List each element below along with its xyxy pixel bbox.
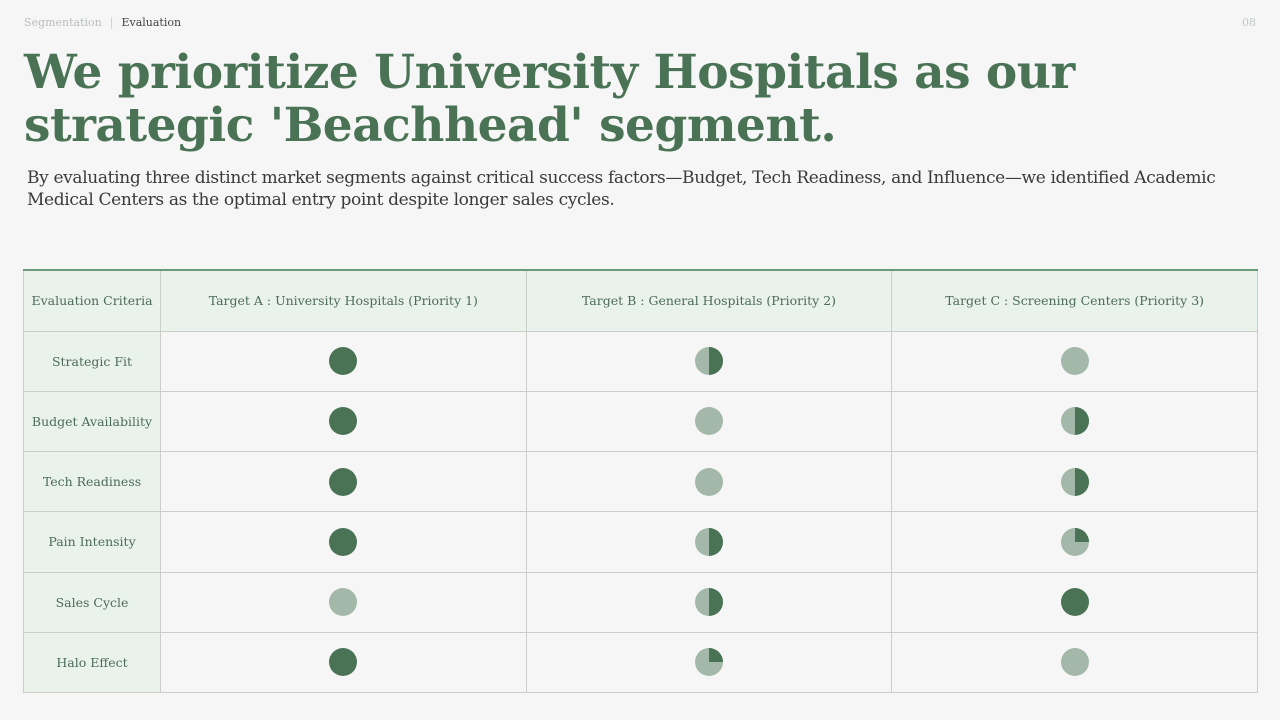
score-cell	[160, 330, 527, 392]
header-row: Evaluation Criteria Target A : Universit…	[23, 269, 1258, 332]
score-cell	[525, 631, 893, 694]
top-bar: Segmentation | Evaluation 08	[24, 16, 1256, 30]
score-cell	[160, 390, 527, 453]
score-cell	[891, 330, 1258, 392]
score-cell	[160, 631, 527, 694]
harvey-ball-icon	[1060, 467, 1089, 496]
breadcrumb-item-evaluation: Evaluation	[121, 16, 182, 29]
score-cell	[891, 450, 1258, 513]
harvey-ball-icon	[329, 648, 358, 677]
table-row: Strategic Fit	[23, 330, 1258, 392]
score-cell	[525, 511, 893, 573]
harvey-ball-icon	[1060, 407, 1089, 436]
page-number: 08	[1242, 16, 1256, 29]
score-cell	[160, 450, 527, 513]
score-cell	[525, 330, 893, 392]
header-evaluation-criteria: Evaluation Criteria	[23, 269, 161, 332]
table-row: Halo Effect	[23, 631, 1258, 694]
score-cell	[891, 390, 1258, 453]
harvey-ball-icon	[694, 588, 723, 617]
criterion-label-tech-readiness: Tech Readiness	[23, 450, 161, 513]
harvey-ball-icon	[329, 347, 358, 376]
criterion-label-budget-availability: Budget Availability	[23, 390, 161, 453]
harvey-ball-icon	[694, 347, 723, 376]
score-cell	[525, 390, 893, 453]
score-cell	[891, 511, 1258, 573]
criterion-label-strategic-fit: Strategic Fit	[23, 330, 161, 392]
table-row: Budget Availability	[23, 390, 1258, 453]
harvey-ball-icon	[1060, 347, 1089, 376]
harvey-ball-icon	[694, 648, 723, 677]
table-row: Sales Cycle	[23, 571, 1258, 633]
header-target-b: Target B : General Hospitals (Priority 2…	[525, 269, 893, 332]
harvey-ball-icon	[1060, 527, 1089, 556]
score-cell	[891, 631, 1258, 694]
score-cell	[160, 511, 527, 573]
breadcrumb-item-segmentation[interactable]: Segmentation	[24, 16, 102, 29]
table-body: Strategic Fit Budget Availability Tech Rea…	[23, 330, 1258, 694]
harvey-ball-icon	[329, 588, 358, 617]
evaluation-table: Evaluation Criteria Target A : Universit…	[23, 269, 1258, 694]
score-cell	[525, 571, 893, 633]
harvey-ball-icon	[694, 467, 723, 496]
harvey-ball-icon	[329, 407, 358, 436]
harvey-ball-icon	[1060, 648, 1089, 677]
page-title: We prioritize University Hospitals as ou…	[24, 45, 1075, 153]
score-cell	[160, 571, 527, 633]
score-cell	[525, 450, 893, 513]
score-cell	[891, 571, 1258, 633]
header-target-c: Target C : Screening Centers (Priority 3…	[891, 269, 1258, 332]
table-row: Pain Intensity	[23, 511, 1258, 573]
criterion-label-halo-effect: Halo Effect	[23, 631, 161, 694]
harvey-ball-icon	[694, 407, 723, 436]
harvey-ball-icon	[694, 527, 723, 556]
harvey-ball-icon	[329, 467, 358, 496]
header-target-a: Target A : University Hospitals (Priorit…	[160, 269, 527, 332]
breadcrumb-separator: |	[109, 16, 114, 29]
criterion-label-pain-intensity: Pain Intensity	[23, 511, 161, 573]
criterion-label-sales-cycle: Sales Cycle	[23, 571, 161, 633]
harvey-ball-icon	[329, 527, 358, 556]
table-row: Tech Readiness	[23, 450, 1258, 513]
page-subtitle: By evaluating three distinct market segm…	[27, 168, 1216, 210]
harvey-ball-icon	[1060, 588, 1089, 617]
breadcrumb: Segmentation | Evaluation	[24, 16, 181, 29]
